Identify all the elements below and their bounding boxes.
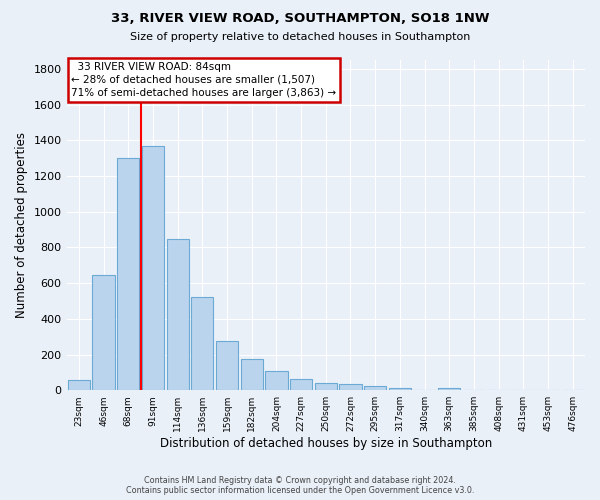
Bar <box>364 386 386 390</box>
Text: Contains HM Land Registry data © Crown copyright and database right 2024.
Contai: Contains HM Land Registry data © Crown c… <box>126 476 474 495</box>
Y-axis label: Number of detached properties: Number of detached properties <box>15 132 28 318</box>
Bar <box>290 378 312 390</box>
Bar <box>241 359 263 390</box>
Bar <box>340 384 362 390</box>
Bar <box>216 341 238 390</box>
X-axis label: Distribution of detached houses by size in Southampton: Distribution of detached houses by size … <box>160 437 492 450</box>
Bar <box>438 388 460 390</box>
Bar <box>265 372 287 390</box>
Bar <box>117 158 139 390</box>
Bar <box>191 296 214 390</box>
Text: Size of property relative to detached houses in Southampton: Size of property relative to detached ho… <box>130 32 470 42</box>
Bar <box>92 275 115 390</box>
Text: 33 RIVER VIEW ROAD: 84sqm
← 28% of detached houses are smaller (1,507)
71% of se: 33 RIVER VIEW ROAD: 84sqm ← 28% of detac… <box>71 62 337 98</box>
Bar <box>68 380 90 390</box>
Bar <box>167 240 189 390</box>
Bar <box>389 388 411 390</box>
Bar <box>142 146 164 390</box>
Bar <box>314 383 337 390</box>
Text: 33, RIVER VIEW ROAD, SOUTHAMPTON, SO18 1NW: 33, RIVER VIEW ROAD, SOUTHAMPTON, SO18 1… <box>111 12 489 26</box>
